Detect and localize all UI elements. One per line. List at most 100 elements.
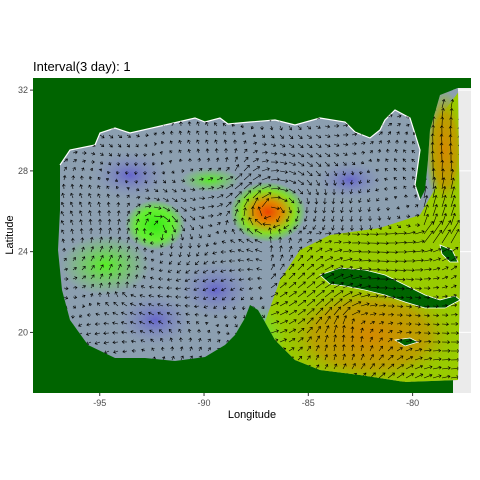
velocity-arrow bbox=[315, 134, 322, 139]
velocity-arrow bbox=[228, 259, 236, 263]
blue-blob-1 bbox=[90, 150, 170, 200]
velocity-arrow bbox=[196, 139, 200, 145]
velocity-arrow bbox=[432, 257, 441, 262]
velocity-arrow bbox=[378, 259, 390, 264]
velocity-arrow bbox=[396, 268, 407, 273]
velocity-arrow bbox=[396, 338, 403, 343]
velocity-arrow bbox=[144, 204, 152, 209]
velocity-arrow bbox=[441, 107, 445, 118]
velocity-arrow bbox=[148, 232, 155, 236]
velocity-arrow bbox=[387, 372, 396, 379]
velocity-arrow bbox=[396, 355, 404, 361]
velocity-arrow bbox=[342, 299, 353, 307]
velocity-arrow bbox=[126, 187, 130, 191]
velocity-arrow bbox=[216, 194, 224, 199]
velocity-arrow bbox=[351, 266, 363, 271]
velocity-arrow bbox=[333, 179, 337, 186]
velocity-arrow bbox=[198, 186, 205, 191]
velocity-arrow bbox=[108, 254, 113, 262]
velocity-arrow bbox=[288, 254, 294, 262]
velocity-arrow bbox=[170, 346, 175, 352]
velocity-arrow bbox=[315, 179, 320, 186]
velocity-arrow bbox=[350, 170, 355, 176]
velocity-arrow bbox=[333, 315, 339, 325]
velocity-arrow bbox=[306, 308, 315, 316]
velocity-arrow bbox=[134, 274, 139, 280]
velocity-arrow bbox=[248, 286, 254, 291]
plot-title: Interval(3 day): 1 bbox=[33, 59, 131, 74]
velocity-arrow bbox=[72, 305, 76, 309]
velocity-arrow bbox=[61, 238, 66, 244]
velocity-arrow bbox=[144, 211, 152, 217]
velocity-arrow bbox=[108, 263, 113, 271]
velocity-arrow bbox=[247, 228, 254, 235]
velocity-arrow bbox=[175, 295, 182, 299]
velocity-arrow bbox=[376, 206, 381, 212]
velocity-arrow bbox=[450, 303, 458, 308]
velocity-arrow bbox=[237, 258, 245, 263]
velocity-arrow bbox=[378, 224, 382, 230]
velocity-arrow bbox=[449, 160, 454, 172]
velocity-arrow bbox=[176, 269, 182, 274]
velocity-arrow bbox=[252, 190, 261, 199]
velocity-arrow bbox=[315, 307, 324, 316]
caribbean-core bbox=[275, 280, 460, 382]
velocity-arrow bbox=[78, 201, 83, 208]
velocity-arrow bbox=[379, 232, 389, 236]
velocity-arrow bbox=[342, 170, 346, 176]
velocity-arrow bbox=[212, 296, 218, 301]
velocity-arrow bbox=[297, 197, 302, 205]
velocity-arrow bbox=[432, 304, 439, 309]
velocity-arrow bbox=[378, 286, 388, 290]
velocity-arrow bbox=[175, 278, 182, 282]
velocity-arrow bbox=[375, 168, 380, 173]
velocity-arrow bbox=[402, 176, 407, 181]
velocity-arrow bbox=[108, 152, 112, 157]
velocity-arrow bbox=[142, 275, 146, 280]
velocity-arrow bbox=[72, 276, 78, 280]
velocity-arrow bbox=[189, 187, 196, 192]
velocity-arrow bbox=[88, 218, 93, 226]
velocity-arrow bbox=[197, 328, 201, 333]
velocity-arrow bbox=[333, 133, 340, 138]
velocity-arrow bbox=[369, 363, 375, 370]
velocity-arrow bbox=[233, 218, 237, 226]
velocity-arrow bbox=[60, 220, 65, 226]
velocity-arrow bbox=[279, 329, 288, 334]
velocity-arrow bbox=[297, 356, 303, 361]
velocity-arrow bbox=[117, 236, 122, 244]
velocity-arrow bbox=[229, 249, 236, 253]
velocity-arrow bbox=[161, 131, 166, 136]
velocity-arrow bbox=[189, 233, 193, 240]
velocity-arrow bbox=[441, 168, 445, 181]
velocity-arrow bbox=[220, 269, 227, 273]
velocity-arrow bbox=[126, 227, 130, 235]
velocity-arrow bbox=[405, 240, 416, 244]
velocity-arrow bbox=[162, 224, 168, 234]
velocity-arrow bbox=[139, 294, 146, 298]
velocity-arrow bbox=[387, 224, 392, 230]
velocity-arrow bbox=[196, 251, 200, 257]
velocity-arrow bbox=[81, 275, 86, 280]
velocity-arrow bbox=[117, 272, 122, 280]
velocity-arrow bbox=[179, 346, 184, 352]
velocity-arrow bbox=[387, 312, 395, 317]
velocity-arrow bbox=[115, 170, 120, 175]
velocity-arrow bbox=[211, 278, 218, 283]
velocity-arrow bbox=[62, 247, 66, 253]
velocity-arrow bbox=[315, 231, 322, 235]
velocity-arrow bbox=[333, 298, 343, 307]
velocity-arrow bbox=[81, 256, 86, 262]
velocity-arrow bbox=[288, 282, 297, 289]
velocity-arrow bbox=[296, 206, 301, 214]
velocity-arrow bbox=[394, 148, 398, 154]
velocity-arrow bbox=[342, 363, 347, 370]
velocity-arrow bbox=[414, 286, 422, 291]
velocity-arrow bbox=[279, 338, 287, 343]
velocity-arrow bbox=[112, 321, 119, 325]
velocity-arrow bbox=[405, 268, 415, 273]
velocity-arrow bbox=[160, 337, 164, 343]
velocity-arrow bbox=[121, 330, 128, 335]
velocity-arrow bbox=[203, 305, 209, 309]
velocity-arrow bbox=[279, 206, 285, 214]
